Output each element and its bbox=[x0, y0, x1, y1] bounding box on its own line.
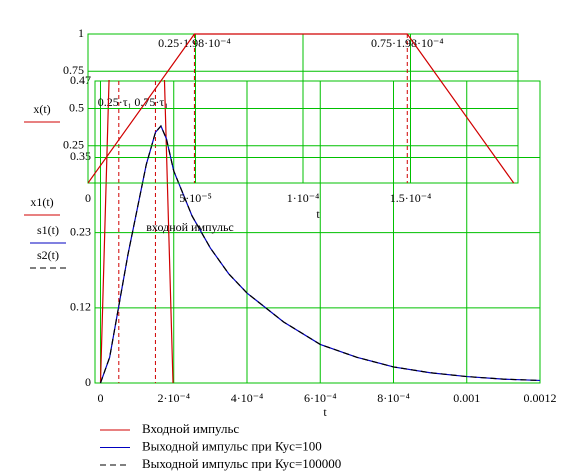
x-axis-label: t bbox=[316, 207, 320, 221]
y-axis-label: s2(t) bbox=[37, 248, 59, 262]
y-tick-label: 0.47 bbox=[70, 73, 91, 87]
y-tick-label: 0.35 bbox=[70, 149, 91, 163]
legend-entry: Выходной импульс при Кус=100000 bbox=[100, 456, 341, 471]
x-tick-label: 5·10⁻⁵ bbox=[179, 191, 212, 205]
marker-label: 0.75·1.98·10⁻⁴ bbox=[371, 36, 444, 50]
y-tick-label: 1 bbox=[78, 26, 84, 40]
legend-label: Выходной импульс при Кус=100000 bbox=[142, 456, 341, 471]
x-axis-label: t bbox=[323, 405, 327, 419]
x-tick-label: 0 bbox=[85, 191, 91, 205]
y-axis-label: x(t) bbox=[33, 102, 50, 116]
x-tick-label: 8·10⁻⁴ bbox=[377, 391, 410, 405]
legend-entry: Выходной импульс при Кус=100 bbox=[100, 438, 322, 453]
legend-label: Входной импульс bbox=[142, 421, 239, 436]
y-tick-label: 0 bbox=[85, 375, 91, 389]
x-tick-label: 2·10⁻⁴ bbox=[157, 391, 190, 405]
x-tick-label: 1·10⁻⁴ bbox=[287, 191, 320, 205]
y-tick-label: 0.12 bbox=[70, 300, 91, 314]
x-tick-label: 0.0012 bbox=[524, 391, 557, 405]
y-tick-label: 0.75 bbox=[63, 63, 84, 77]
x-tick-label: 0 bbox=[97, 391, 103, 405]
y-tick-label: 0.25 bbox=[63, 138, 84, 152]
legend-entry: Входной импульс bbox=[100, 421, 239, 436]
plot-1: 0 0.12 0.23 0.35 0.47 0 2·10⁻⁴ 4·10⁻⁴ 6·10⁻⁴ 8·10… bbox=[24, 73, 557, 419]
y-tick-label: 0.5 bbox=[69, 100, 84, 114]
series-line bbox=[99, 124, 540, 384]
x-tick-label: 0.001 bbox=[453, 391, 480, 405]
marker-label: 0.25·1.98·10⁻⁴ bbox=[158, 36, 231, 50]
marker-label: 0.25·τ₁ bbox=[98, 95, 132, 109]
annotation: входной импульс bbox=[146, 220, 234, 234]
plot-0: 0.25 0.5 0.75 1 0 5·10⁻⁵ 1·10⁻⁴ 1.5·10⁻⁴ t 0.25·1… bbox=[24, 26, 519, 221]
y-axis-label: s1(t) bbox=[37, 223, 59, 237]
x-tick-label: 4·10⁻⁴ bbox=[231, 391, 264, 405]
legend-label: Выходной импульс при Кус=100 bbox=[142, 438, 322, 453]
y-tick-label: 0.23 bbox=[70, 224, 91, 238]
marker-label: 0.75·τ₁ bbox=[134, 95, 168, 109]
x-tick-label: 1.5·10⁻⁴ bbox=[390, 191, 432, 205]
series-line bbox=[99, 80, 174, 384]
y-axis-label: x1(t) bbox=[30, 195, 53, 209]
x-tick-label: 6·10⁻⁴ bbox=[304, 391, 337, 405]
series-line bbox=[88, 33, 515, 184]
